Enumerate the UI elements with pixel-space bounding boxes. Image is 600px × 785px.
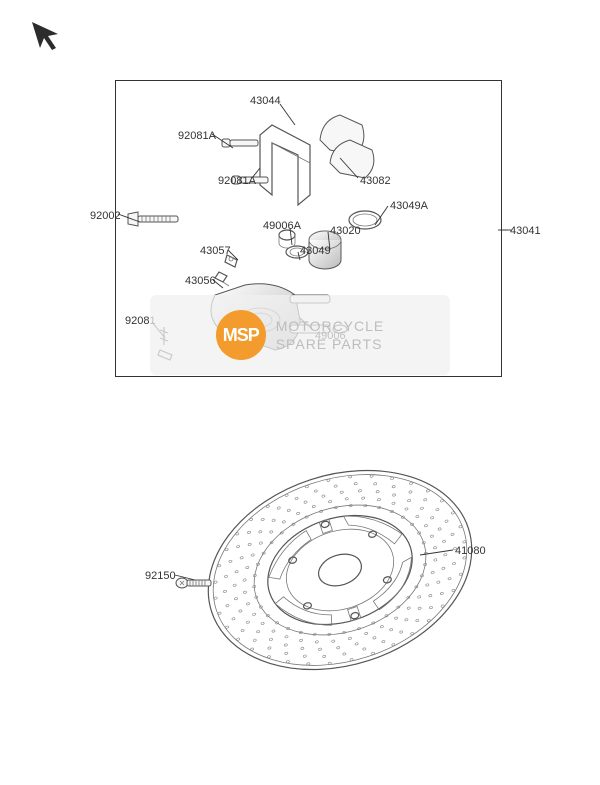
leader-lines	[0, 0, 600, 785]
